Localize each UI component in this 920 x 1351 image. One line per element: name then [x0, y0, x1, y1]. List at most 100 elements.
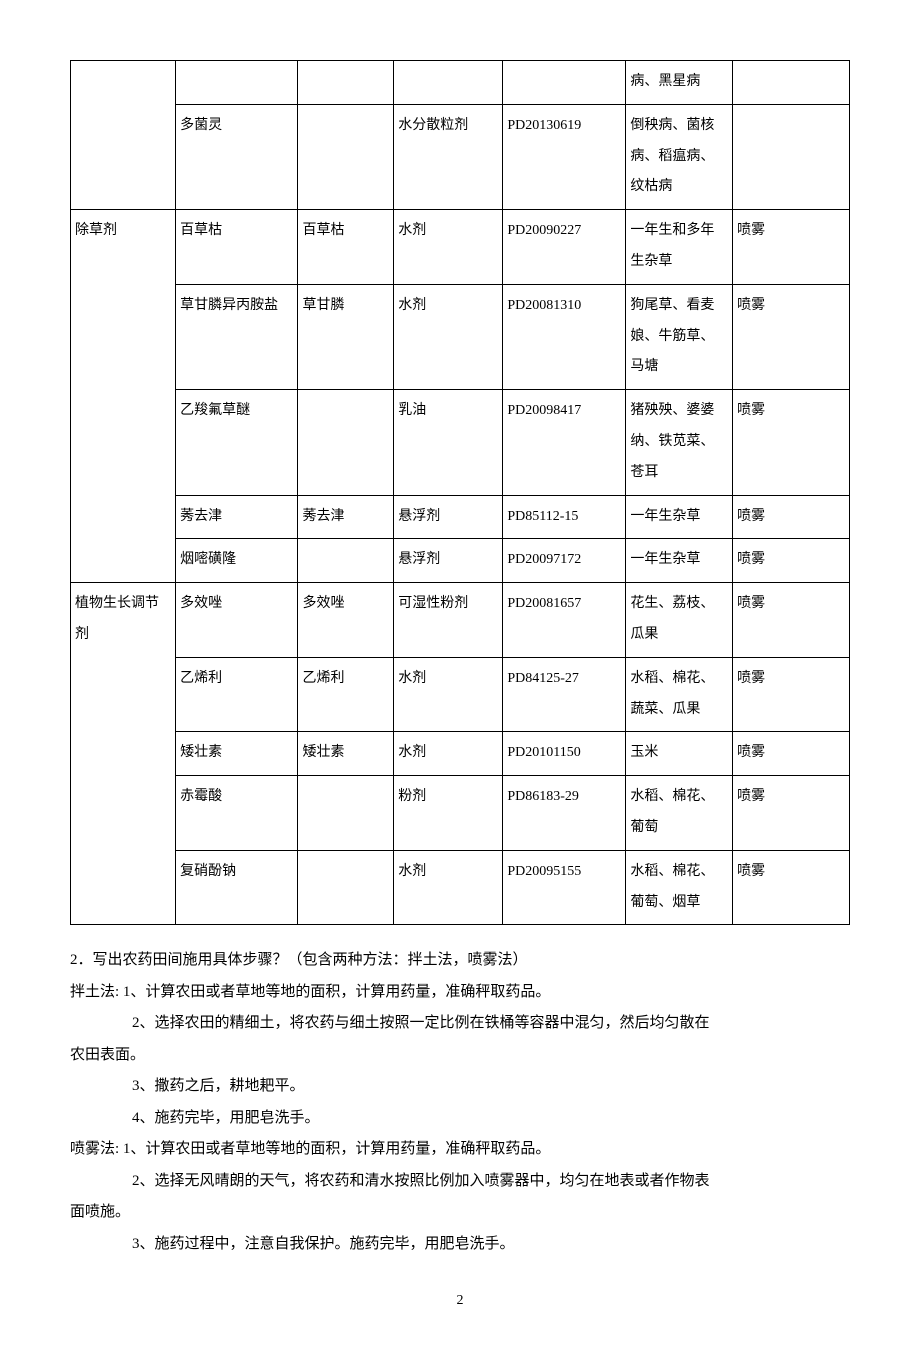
cell-ingredient: 乙烯利	[298, 657, 394, 732]
cell-method: 喷雾	[733, 539, 850, 583]
cell-ingredient	[298, 850, 394, 925]
cell-regno: PD84125-27	[503, 657, 626, 732]
bantu-line: 3、撒药之后，耕地耙平。	[70, 1071, 850, 1103]
cell-target: 一年生杂草	[626, 539, 733, 583]
penwu-line: 3、施药过程中，注意自我保护。施药完毕，用肥皂洗手。	[70, 1229, 850, 1261]
cell-regno: PD20090227	[503, 210, 626, 285]
cell-method: 喷雾	[733, 732, 850, 776]
cell-target: 水稻、棉花、葡萄、烟草	[626, 850, 733, 925]
cell-method: 喷雾	[733, 583, 850, 658]
cell-name: 复硝酚钠	[176, 850, 298, 925]
cell-target: 狗尾草、看麦娘、牛筋草、马塘	[626, 284, 733, 389]
cell-method: 喷雾	[733, 850, 850, 925]
cell-target: 玉米	[626, 732, 733, 776]
table-row: 草甘膦异丙胺盐 草甘膦 水剂 PD20081310 狗尾草、看麦娘、牛筋草、马塘…	[71, 284, 850, 389]
cell-ingredient	[298, 104, 394, 209]
cell-name: 赤霉酸	[176, 776, 298, 851]
table-row: 赤霉酸 粉剂 PD86183-29 水稻、棉花、葡萄 喷雾	[71, 776, 850, 851]
cell-method: 喷雾	[733, 776, 850, 851]
cell-ingredient: 莠去津	[298, 495, 394, 539]
penwu-line: 喷雾法: 1、计算农田或者草地等地的面积，计算用药量，准确秤取药品。	[70, 1134, 850, 1166]
question-section: 2．写出农药田间施用具体步骤？（包含两种方法：拌土法，喷雾法） 拌土法: 1、计…	[70, 945, 850, 1260]
table-row: 乙羧氟草醚 乳油 PD20098417 猪殃殃、婆婆纳、铁苋菜、苍耳 喷雾	[71, 390, 850, 495]
cell-method: 喷雾	[733, 210, 850, 285]
cell-regno: PD20098417	[503, 390, 626, 495]
cell-target: 水稻、棉花、蔬菜、瓜果	[626, 657, 733, 732]
cell-ingredient	[298, 539, 394, 583]
bantu-line: 2、选择农田的精细土，将农药与细土按照一定比例在铁桶等容器中混匀，然后均匀散在	[70, 1008, 850, 1040]
cell-regno: PD20095155	[503, 850, 626, 925]
cell-regno: PD20101150	[503, 732, 626, 776]
cell-regno: PD20081657	[503, 583, 626, 658]
cell-ingredient	[298, 61, 394, 105]
cell-ingredient: 草甘膦	[298, 284, 394, 389]
cell-category: 植物生长调节剂	[71, 583, 176, 925]
table-row: 植物生长调节剂 多效唑 多效唑 可湿性粉剂 PD20081657 花生、荔枝、瓜…	[71, 583, 850, 658]
cell-regno: PD20097172	[503, 539, 626, 583]
cell-category: 除草剂	[71, 210, 176, 583]
bantu-line: 4、施药完毕，用肥皂洗手。	[70, 1103, 850, 1135]
cell-name: 百草枯	[176, 210, 298, 285]
cell-form: 水剂	[394, 657, 503, 732]
cell-name: 草甘膦异丙胺盐	[176, 284, 298, 389]
cell-form: 水分散粒剂	[394, 104, 503, 209]
cell-ingredient: 百草枯	[298, 210, 394, 285]
cell-method: 喷雾	[733, 390, 850, 495]
cell-target: 花生、荔枝、瓜果	[626, 583, 733, 658]
cell-form: 水剂	[394, 850, 503, 925]
penwu-line: 面喷施。	[70, 1197, 850, 1229]
pesticide-table: 病、黑星病 多菌灵 水分散粒剂 PD20130619 倒秧病、菌核病、稻瘟病、纹…	[70, 60, 850, 925]
cell-regno: PD20081310	[503, 284, 626, 389]
cell-name: 莠去津	[176, 495, 298, 539]
penwu-line: 2、选择无风晴朗的天气，将农药和清水按照比例加入喷雾器中，均匀在地表或者作物表	[70, 1166, 850, 1198]
cell-regno	[503, 61, 626, 105]
cell-form: 悬浮剂	[394, 495, 503, 539]
bantu-line: 拌土法: 1、计算农田或者草地等地的面积，计算用药量，准确秤取药品。	[70, 977, 850, 1009]
table-row: 多菌灵 水分散粒剂 PD20130619 倒秧病、菌核病、稻瘟病、纹枯病	[71, 104, 850, 209]
cell-category	[71, 61, 176, 210]
cell-name: 烟嘧磺隆	[176, 539, 298, 583]
cell-form: 水剂	[394, 210, 503, 285]
cell-regno: PD86183-29	[503, 776, 626, 851]
cell-form: 粉剂	[394, 776, 503, 851]
cell-target: 猪殃殃、婆婆纳、铁苋菜、苍耳	[626, 390, 733, 495]
cell-method: 喷雾	[733, 657, 850, 732]
cell-target: 水稻、棉花、葡萄	[626, 776, 733, 851]
cell-ingredient	[298, 776, 394, 851]
cell-method: 喷雾	[733, 284, 850, 389]
cell-target: 一年生和多年生杂草	[626, 210, 733, 285]
cell-form: 水剂	[394, 732, 503, 776]
cell-method	[733, 61, 850, 105]
table-row: 乙烯利 乙烯利 水剂 PD84125-27 水稻、棉花、蔬菜、瓜果 喷雾	[71, 657, 850, 732]
cell-name: 乙烯利	[176, 657, 298, 732]
cell-ingredient: 多效唑	[298, 583, 394, 658]
cell-ingredient: 矮壮素	[298, 732, 394, 776]
question-title: 2．写出农药田间施用具体步骤？（包含两种方法：拌土法，喷雾法）	[70, 945, 850, 977]
cell-form	[394, 61, 503, 105]
cell-method: 喷雾	[733, 495, 850, 539]
pesticide-table-body: 病、黑星病 多菌灵 水分散粒剂 PD20130619 倒秧病、菌核病、稻瘟病、纹…	[71, 61, 850, 925]
cell-form: 乳油	[394, 390, 503, 495]
cell-form: 悬浮剂	[394, 539, 503, 583]
table-row: 莠去津 莠去津 悬浮剂 PD85112-15 一年生杂草 喷雾	[71, 495, 850, 539]
cell-regno: PD20130619	[503, 104, 626, 209]
cell-target: 倒秧病、菌核病、稻瘟病、纹枯病	[626, 104, 733, 209]
cell-form: 水剂	[394, 284, 503, 389]
cell-target: 一年生杂草	[626, 495, 733, 539]
page-number: 2	[70, 1290, 850, 1311]
table-row: 复硝酚钠 水剂 PD20095155 水稻、棉花、葡萄、烟草 喷雾	[71, 850, 850, 925]
cell-regno: PD85112-15	[503, 495, 626, 539]
cell-name: 多效唑	[176, 583, 298, 658]
cell-target: 病、黑星病	[626, 61, 733, 105]
cell-name: 矮壮素	[176, 732, 298, 776]
bantu-line: 农田表面。	[70, 1040, 850, 1072]
cell-name: 乙羧氟草醚	[176, 390, 298, 495]
table-row: 除草剂 百草枯 百草枯 水剂 PD20090227 一年生和多年生杂草 喷雾	[71, 210, 850, 285]
table-row: 矮壮素 矮壮素 水剂 PD20101150 玉米 喷雾	[71, 732, 850, 776]
cell-name: 多菌灵	[176, 104, 298, 209]
cell-form: 可湿性粉剂	[394, 583, 503, 658]
table-row: 烟嘧磺隆 悬浮剂 PD20097172 一年生杂草 喷雾	[71, 539, 850, 583]
cell-ingredient	[298, 390, 394, 495]
table-row: 病、黑星病	[71, 61, 850, 105]
cell-method	[733, 104, 850, 209]
